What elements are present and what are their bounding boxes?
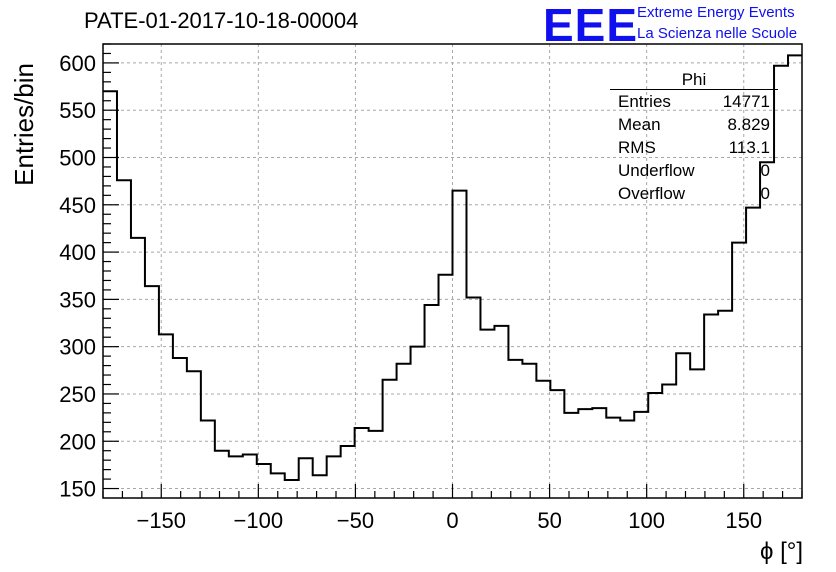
y-tick-label: 500	[59, 146, 96, 171]
stats-value: 14771	[722, 92, 770, 111]
x-tick-label: 150	[725, 508, 762, 533]
stats-key: Entries	[618, 92, 671, 111]
stats-key: Overflow	[618, 184, 686, 203]
stats-row-overflow: Overflow 0	[610, 182, 778, 205]
stats-value: 113.1	[728, 138, 770, 157]
eee-logo-line-2: La Scienza nelle Scuole	[637, 25, 798, 42]
stats-key: Underflow	[618, 161, 695, 180]
stats-row-entries: Entries 14771	[610, 90, 778, 113]
stats-row-rms: RMS 113.1	[610, 136, 778, 159]
stats-rows: Entries 14771 Mean 8.829 RMS 113.1 Underflow 0 O…	[610, 90, 778, 205]
y-tick-label: 400	[59, 240, 96, 265]
histogram-outline	[103, 54, 802, 482]
stats-value: 0	[760, 184, 770, 203]
stats-key: RMS	[618, 138, 656, 157]
grid-lines	[103, 44, 802, 498]
x-tick-label: 100	[628, 508, 665, 533]
stats-title: Phi	[610, 70, 778, 90]
eee-logo-line-1: Extreme Energy Events	[637, 4, 795, 21]
stats-value: 8.829	[727, 115, 770, 134]
stats-row-mean: Mean 8.829	[610, 113, 778, 136]
y-tick-label: 150	[59, 477, 96, 502]
y-tick-label: 600	[59, 51, 96, 76]
tick-labels: −150 −100 −50 0 50 100 150 150 200 250 300 350 400 45…	[59, 51, 762, 533]
stats-key: Mean	[618, 115, 661, 134]
plot-title: PATE-01-2017-10-18-00004	[84, 8, 359, 33]
y-tick-label: 200	[59, 429, 96, 454]
stats-row-underflow: Underflow 0	[610, 159, 778, 182]
y-tick-label: 350	[59, 287, 96, 312]
x-tick-label: 0	[446, 508, 458, 533]
x-tick-label: −50	[337, 508, 374, 533]
stats-value: 0	[760, 161, 770, 180]
y-axis-label: Entries/bin	[9, 63, 39, 186]
axis-ticks	[102, 43, 803, 498]
x-axis-label: ϕ [°]	[760, 538, 803, 565]
y-tick-label: 250	[59, 382, 96, 407]
stats-box: Phi Entries 14771 Mean 8.829 RMS 113.1 Underfl…	[610, 70, 778, 205]
x-tick-label: −150	[136, 508, 186, 533]
y-tick-label: 550	[59, 98, 96, 123]
eee-logo: EEE	[543, 0, 639, 51]
y-tick-label: 300	[59, 335, 96, 360]
x-tick-label: −100	[234, 508, 284, 533]
y-tick-label: 450	[59, 193, 96, 218]
x-tick-label: 50	[537, 508, 561, 533]
